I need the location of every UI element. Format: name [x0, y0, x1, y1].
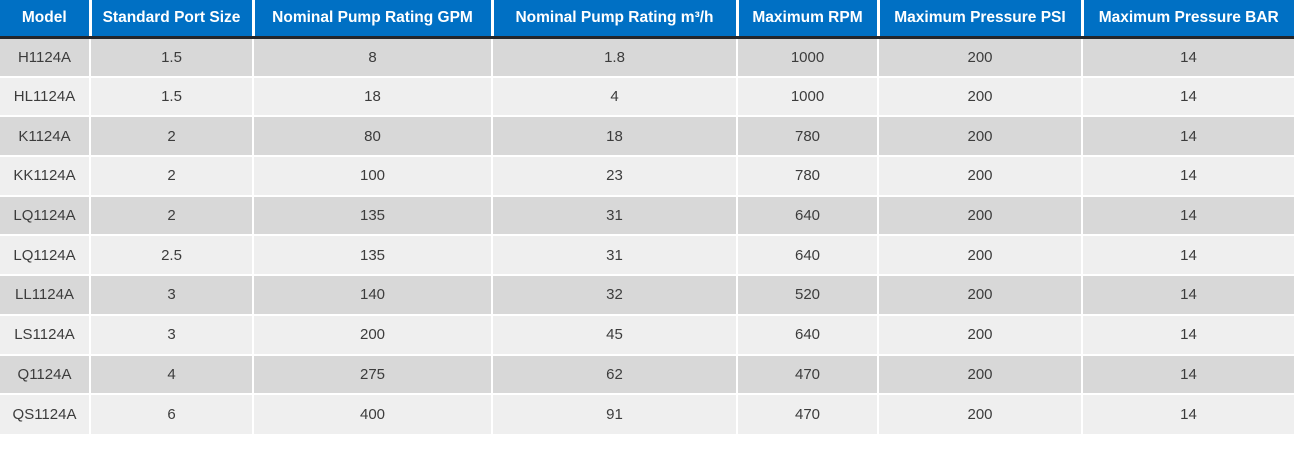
- table-cell: 200: [878, 354, 1083, 396]
- table-cell: 780: [737, 156, 879, 197]
- table-cell: 23: [492, 156, 738, 197]
- table-cell: 200: [878, 37, 1083, 78]
- table-cell: 200: [878, 76, 1083, 118]
- table-cell: 91: [492, 394, 738, 434]
- table-cell: 14: [1082, 394, 1294, 434]
- table-cell: 200: [878, 116, 1083, 158]
- table-cell: 4: [90, 354, 254, 396]
- table-cell: 14: [1082, 37, 1294, 78]
- table-cell: 14: [1082, 156, 1294, 197]
- table-cell: 1000: [737, 37, 879, 78]
- column-header-maximum-pressure-bar: Maximum Pressure BAR: [1082, 0, 1294, 39]
- header-row: Model Standard Port Size Nominal Pump Ra…: [0, 0, 1294, 39]
- table-cell: 2.5: [90, 235, 254, 277]
- table-cell: 200: [878, 314, 1083, 356]
- table-cell: 2: [90, 195, 254, 237]
- table-row: LS1124A 3 200 45 640 200 14: [0, 314, 1294, 356]
- table-cell: LQ1124A: [0, 195, 91, 237]
- table-cell: Q1124A: [0, 354, 91, 396]
- table-row: LL1124A 3 140 32 520 200 14: [0, 275, 1294, 316]
- column-header-maximum-pressure-psi: Maximum Pressure PSI: [878, 0, 1084, 39]
- table-cell: 31: [492, 195, 738, 237]
- column-header-maximum-rpm: Maximum RPM: [737, 0, 880, 39]
- table-cell: 780: [737, 116, 879, 158]
- table-cell: 1.5: [90, 37, 254, 78]
- table-cell: 520: [737, 275, 879, 316]
- table-cell: 1.5: [90, 76, 254, 118]
- table-cell: 14: [1082, 314, 1294, 356]
- table-cell: 3: [90, 275, 254, 316]
- table-cell: QS1124A: [0, 394, 91, 434]
- table-cell: 14: [1082, 116, 1294, 158]
- table-row: Q1124A 4 275 62 470 200 14: [0, 354, 1294, 396]
- table-cell: 470: [737, 354, 879, 396]
- table-row: QS1124A 6 400 91 470 200 14: [0, 394, 1294, 434]
- table-cell: 200: [878, 235, 1083, 277]
- table-cell: KK1124A: [0, 156, 91, 197]
- table-cell: 45: [492, 314, 738, 356]
- table-cell: 6: [90, 394, 254, 434]
- table-cell: LQ1124A: [0, 235, 91, 277]
- table-cell: 200: [253, 314, 493, 356]
- table-cell: H1124A: [0, 37, 91, 78]
- table-cell: 14: [1082, 195, 1294, 237]
- column-header-standard-port-size: Standard Port Size: [90, 0, 255, 39]
- column-header-nominal-pump-rating-m3h: Nominal Pump Rating m³/h: [492, 0, 739, 39]
- table-row: K1124A 2 80 18 780 200 14: [0, 116, 1294, 158]
- table-cell: 3: [90, 314, 254, 356]
- column-header-nominal-pump-rating-gpm: Nominal Pump Rating GPM: [253, 0, 494, 39]
- table-cell: 8: [253, 37, 493, 78]
- table-row: HL1124A 1.5 18 4 1000 200 14: [0, 76, 1294, 118]
- table-cell: 135: [253, 235, 493, 277]
- table-row: LQ1124A 2.5 135 31 640 200 14: [0, 235, 1294, 277]
- table-cell: 4: [492, 76, 738, 118]
- table-cell: 275: [253, 354, 493, 396]
- table-cell: 1000: [737, 76, 879, 118]
- column-header-model: Model: [0, 0, 92, 39]
- table-cell: 640: [737, 195, 879, 237]
- table-cell: HL1124A: [0, 76, 91, 118]
- table-cell: 18: [253, 76, 493, 118]
- table-cell: 80: [253, 116, 493, 158]
- table-cell: 62: [492, 354, 738, 396]
- table-cell: 640: [737, 235, 879, 277]
- table-cell: 400: [253, 394, 493, 434]
- table-cell: 140: [253, 275, 493, 316]
- table-cell: 640: [737, 314, 879, 356]
- pump-spec-table: Model Standard Port Size Nominal Pump Ra…: [0, 0, 1294, 434]
- table-cell: 18: [492, 116, 738, 158]
- table-cell: 14: [1082, 76, 1294, 118]
- table-cell: 470: [737, 394, 879, 434]
- table-cell: K1124A: [0, 116, 91, 158]
- table-cell: 31: [492, 235, 738, 277]
- table-cell: 14: [1082, 235, 1294, 277]
- table-cell: 200: [878, 156, 1083, 197]
- table-header: Model Standard Port Size Nominal Pump Ra…: [0, 0, 1294, 39]
- table-cell: 2: [90, 156, 254, 197]
- table-cell: 2: [90, 116, 254, 158]
- table-cell: LL1124A: [0, 275, 91, 316]
- table-cell: 14: [1082, 354, 1294, 396]
- table-cell: 32: [492, 275, 738, 316]
- table-cell: 200: [878, 195, 1083, 237]
- table-cell: LS1124A: [0, 314, 91, 356]
- table-cell: 14: [1082, 275, 1294, 316]
- table-cell: 1.8: [492, 37, 738, 78]
- table-row: LQ1124A 2 135 31 640 200 14: [0, 195, 1294, 237]
- table-body: H1124A 1.5 8 1.8 1000 200 14 HL1124A 1.5 18 4 1000 2…: [0, 37, 1294, 434]
- table-cell: 200: [878, 275, 1083, 316]
- table-cell: 100: [253, 156, 493, 197]
- table-row: KK1124A 2 100 23 780 200 14: [0, 156, 1294, 197]
- table-row: H1124A 1.5 8 1.8 1000 200 14: [0, 37, 1294, 78]
- table-cell: 200: [878, 394, 1083, 434]
- table-cell: 135: [253, 195, 493, 237]
